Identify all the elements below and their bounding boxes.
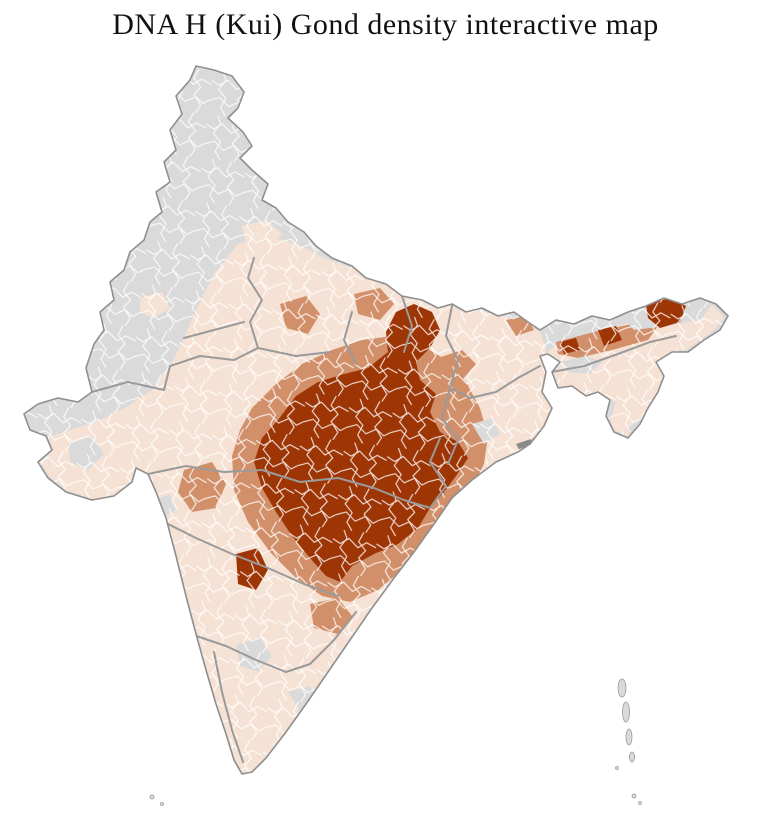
district-borders-mesh [24,66,728,774]
india-coastline [23,65,729,775]
andaman-nicobar-islands[interactable] [615,678,642,805]
state-borders [91,257,677,763]
lakshadweep-islands[interactable] [149,794,164,806]
page-title: DNA H (Kui) Gond density interactive map [112,8,659,41]
